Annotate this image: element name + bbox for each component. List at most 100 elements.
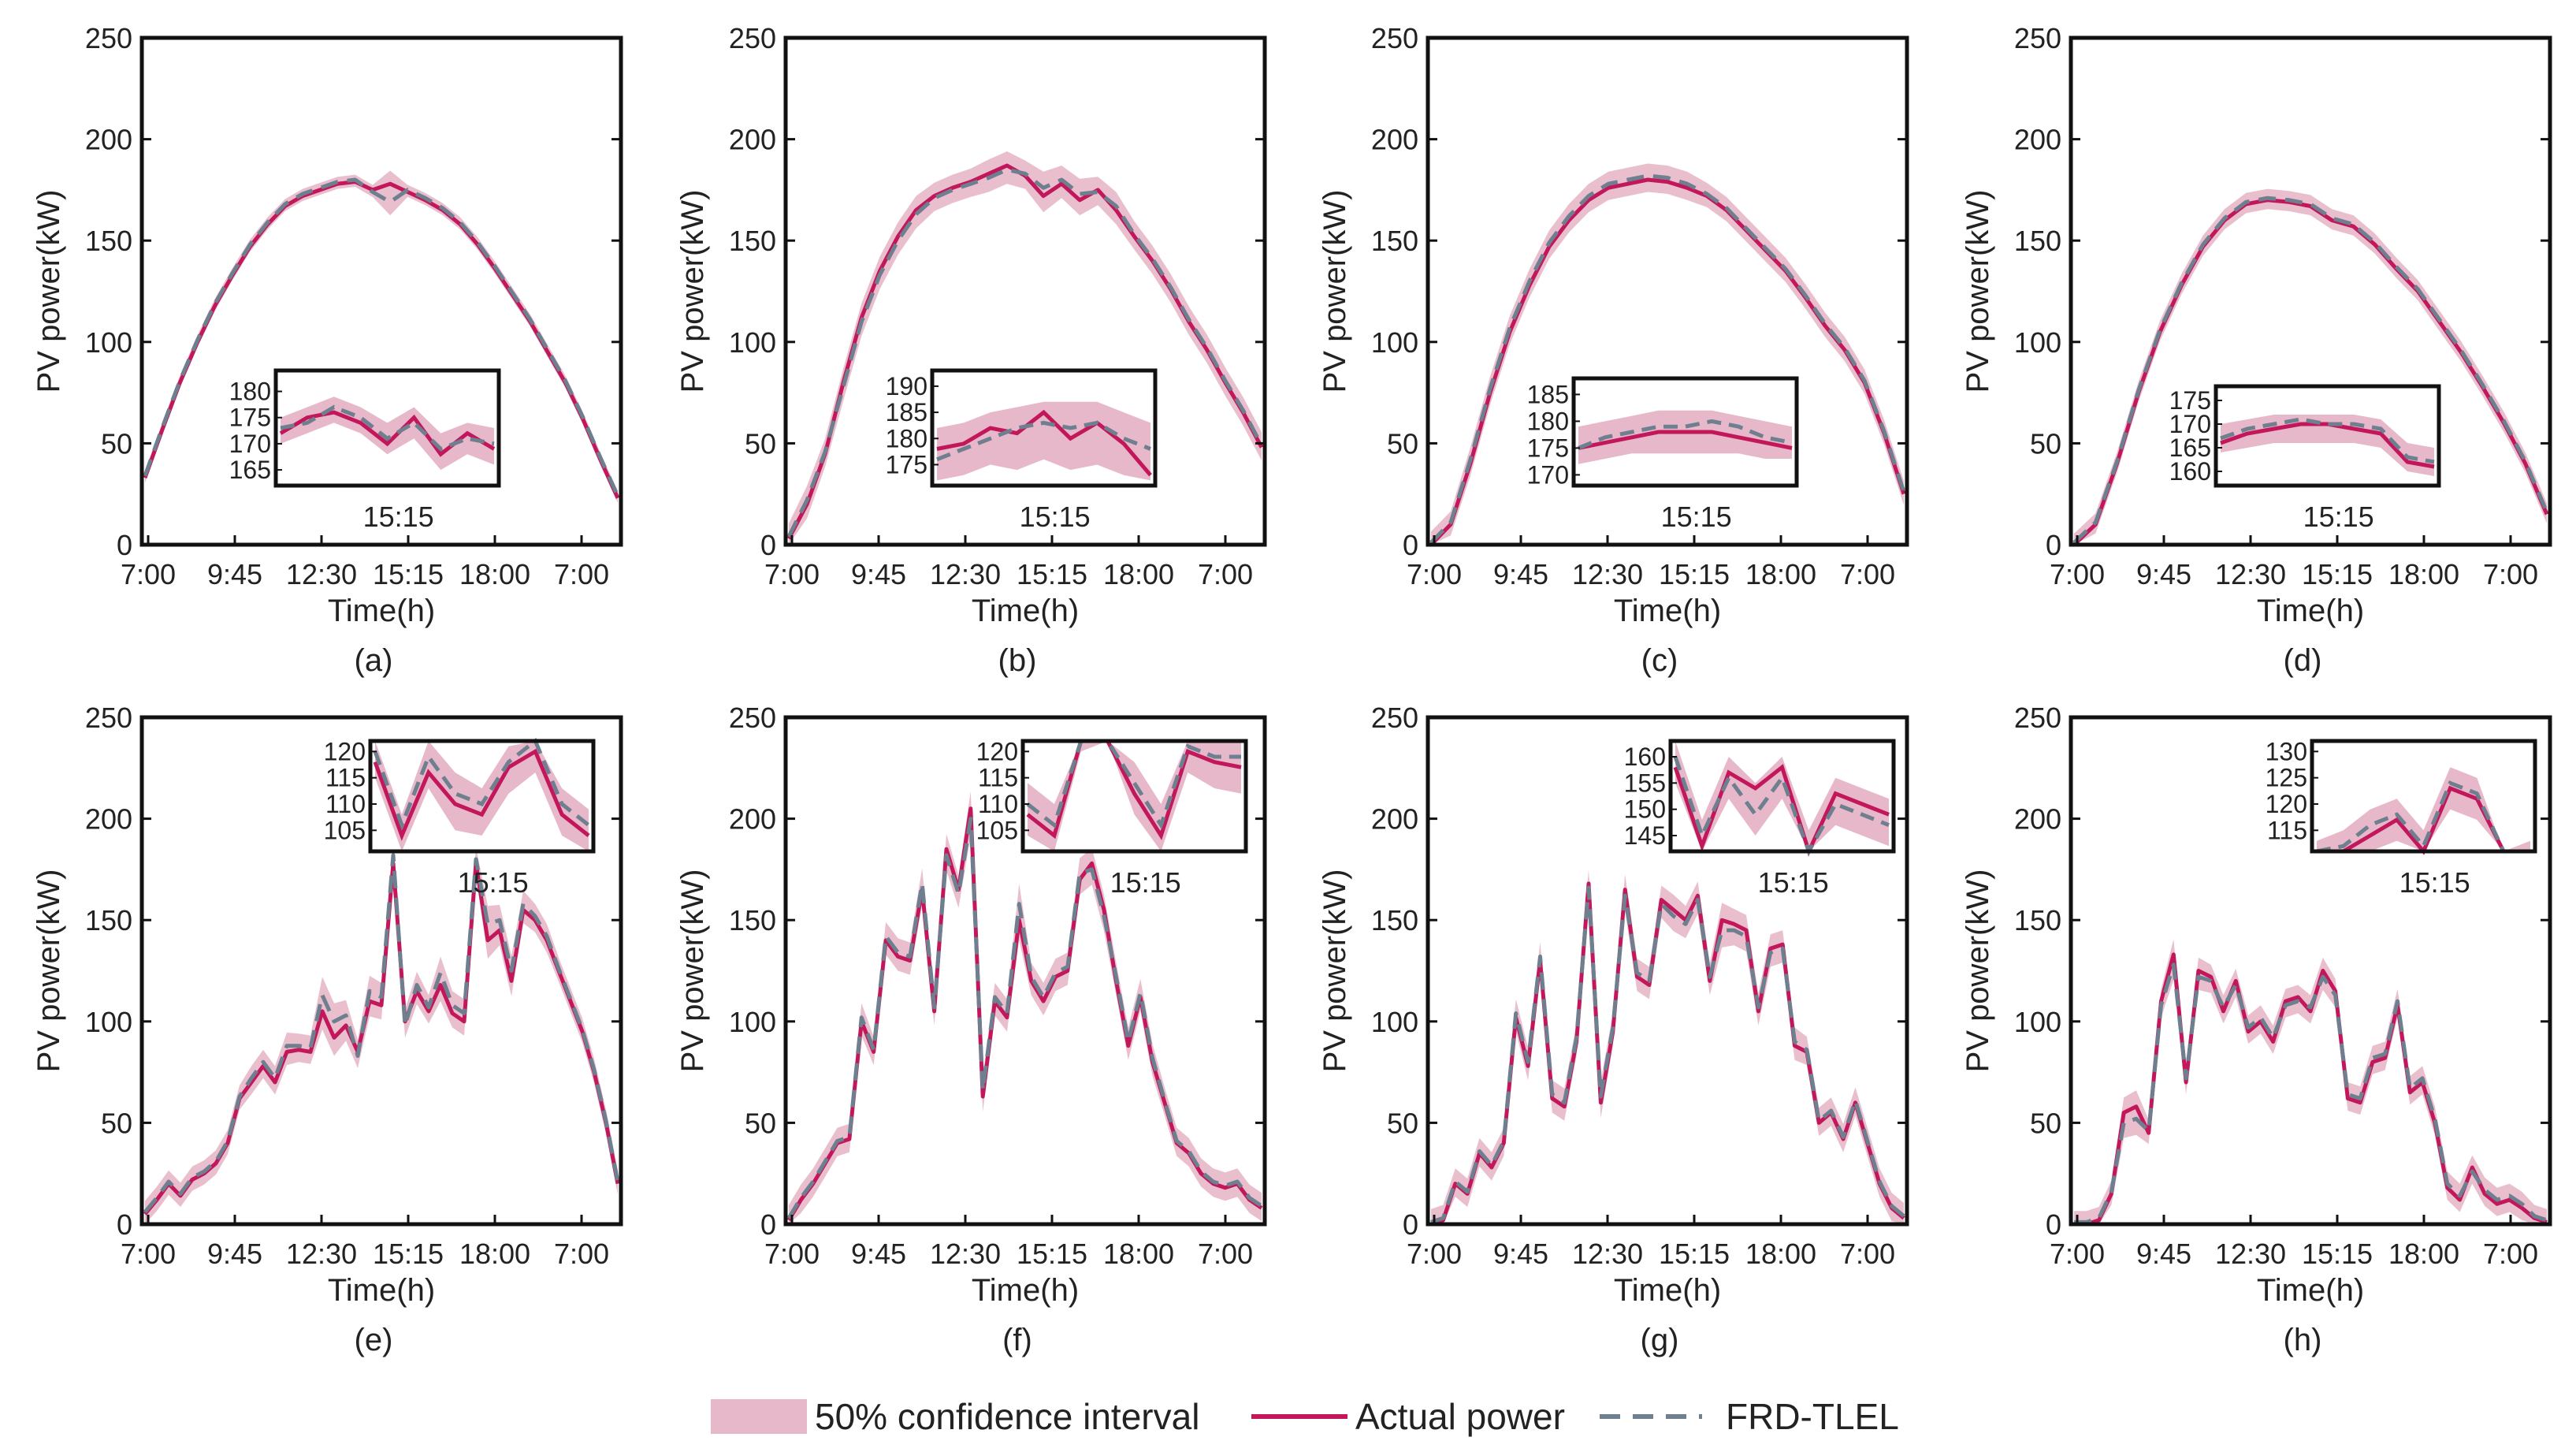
- x-axis-label: Time(h): [972, 1273, 1079, 1308]
- x-tick-label: 15:15: [1659, 1238, 1730, 1270]
- inset-y-tick-label: 130: [2266, 737, 2307, 765]
- y-tick-label: 150: [85, 225, 132, 257]
- y-tick-label: 200: [85, 124, 132, 156]
- x-tick-label: 9:45: [1493, 558, 1548, 590]
- x-tick-label: 12:30: [1572, 558, 1643, 590]
- x-axis-label: Time(h): [1614, 594, 1721, 628]
- inset-y-tick-label: 120: [2266, 790, 2307, 818]
- y-tick-label: 150: [85, 904, 132, 936]
- x-tick-label: 9:45: [851, 558, 906, 590]
- y-tick-label: 100: [85, 326, 132, 359]
- y-tick-label: 50: [2030, 427, 2061, 460]
- y-axis-label: PV power(kW): [675, 190, 710, 393]
- x-axis-label: Time(h): [328, 1273, 435, 1308]
- panel-label: (h): [2284, 1323, 2322, 1357]
- legend-ci-swatch: [711, 1399, 807, 1434]
- y-axis-label: PV power(kW): [1318, 869, 1352, 1073]
- inset-ci-band: [1578, 410, 1792, 464]
- y-tick-label: 250: [2014, 22, 2061, 54]
- y-tick-label: 0: [760, 1208, 776, 1241]
- x-tick-label: 15:15: [2302, 1238, 2373, 1270]
- x-tick-label: 7:00: [1840, 558, 1895, 590]
- inset-y-tick-label: 125: [2266, 764, 2307, 792]
- plot-frame: [139, 715, 623, 1227]
- inset-y-tick-label: 155: [1624, 769, 1666, 797]
- inset-y-tick-label: 115: [325, 764, 366, 792]
- inset-frame: [273, 368, 501, 488]
- inset-frame: [1571, 376, 1799, 488]
- inset-time-annotation: 15:15: [1661, 501, 1732, 533]
- legend: 50% confidence interval Actual power FRD…: [711, 1396, 1899, 1437]
- x-tick-label: 18:00: [1103, 558, 1174, 590]
- inset-y-tick-label: 175: [886, 450, 927, 478]
- x-tick-label: 15:15: [2302, 558, 2373, 590]
- x-tick-label: 18:00: [2388, 558, 2459, 590]
- y-tick-label: 50: [745, 427, 776, 460]
- y-tick-label: 0: [2046, 529, 2061, 561]
- inset-actual-line: [1026, 739, 1242, 840]
- x-tick-label: 7:00: [2050, 558, 2105, 590]
- x-tick-label: 12:30: [930, 1238, 1001, 1270]
- y-axis-label: PV power(kW): [1318, 190, 1352, 393]
- x-tick-label: 9:45: [207, 558, 262, 590]
- y-tick-label: 150: [729, 225, 776, 257]
- panel-label: (g): [1641, 1323, 1679, 1357]
- x-tick-label: 15:15: [373, 558, 444, 590]
- x-tick-label: 12:30: [2215, 1238, 2286, 1270]
- y-tick-label: 50: [1387, 427, 1418, 460]
- y-tick-label: 200: [729, 124, 776, 156]
- frd-tlel-line: [2072, 195, 2549, 545]
- frd-tlel-line: [1430, 885, 1905, 1224]
- y-axis-label: PV power(kW): [675, 869, 710, 1073]
- y-tick-label: 150: [729, 904, 776, 936]
- inset-y-tick-label: 105: [324, 816, 366, 844]
- inset-frame: [1020, 739, 1248, 854]
- y-tick-label: 250: [85, 702, 132, 734]
- legend-pred-label: FRD-TLEL: [1726, 1396, 1899, 1437]
- x-tick-label: 9:45: [1493, 1238, 1548, 1270]
- y-tick-label: 100: [729, 326, 776, 359]
- x-tick-label: 18:00: [459, 558, 530, 590]
- plot-frame: [2069, 715, 2552, 1227]
- plot-frame: [2069, 35, 2552, 547]
- inset-frd-tlel-line: [373, 738, 590, 831]
- inset-time-annotation: 15:15: [1110, 866, 1181, 899]
- actual-power-line: [1430, 881, 1905, 1227]
- inset-actual-line: [1578, 430, 1793, 450]
- panel-c: 0 50 100 150 200 250 7:00 9:45 12:30 15:15 18:00 7:…: [1318, 22, 1909, 678]
- actual-power-line: [143, 861, 620, 1216]
- y-axis-label: PV power(kW): [32, 869, 66, 1073]
- x-tick-label: 18:00: [1745, 1238, 1816, 1270]
- panel-g: 0 50 100 150 200 250 7:00 9:45 12:30 15:15 18:00 7:…: [1318, 702, 1909, 1357]
- x-tick-label: 9:45: [2136, 1238, 2191, 1270]
- y-tick-label: 200: [1371, 124, 1418, 156]
- panel-label: (c): [1641, 643, 1678, 678]
- y-tick-label: 150: [2014, 904, 2061, 936]
- panel-b: 0 50 100 150 200 250 7:00 9:45 12:30 15:15 18:00 7:…: [675, 22, 1267, 678]
- y-tick-label: 100: [85, 1006, 132, 1038]
- plot-frame: [783, 35, 1267, 547]
- actual-power-line: [786, 806, 1263, 1222]
- y-tick-label: 200: [1371, 803, 1418, 836]
- x-tick-label: 18:00: [1745, 558, 1816, 590]
- inset-frd-tlel-line: [1026, 739, 1241, 830]
- y-tick-label: 200: [85, 803, 132, 836]
- x-axis-label: Time(h): [1614, 1273, 1721, 1308]
- inset-y-tick-label: 180: [886, 424, 927, 452]
- plot-frame: [1426, 35, 1909, 547]
- y-tick-label: 0: [117, 529, 132, 561]
- inset-y-tick-label: 170: [1527, 460, 1569, 489]
- x-tick-label: 7:00: [764, 1238, 820, 1270]
- y-axis-label: PV power(kW): [32, 190, 66, 393]
- x-tick-label: 12:30: [930, 558, 1001, 590]
- inset-frame: [1668, 739, 1896, 854]
- panels: 0 50 100 150 200 250 7:00 9:45 12:30 15:15 18:00 7:…: [32, 22, 2552, 1357]
- y-tick-label: 100: [729, 1006, 776, 1038]
- inset-actual-line: [936, 409, 1152, 477]
- inset-y-tick-label: 180: [1527, 407, 1569, 435]
- x-axis-label: Time(h): [2257, 594, 2364, 628]
- frd-tlel-line: [786, 167, 1264, 538]
